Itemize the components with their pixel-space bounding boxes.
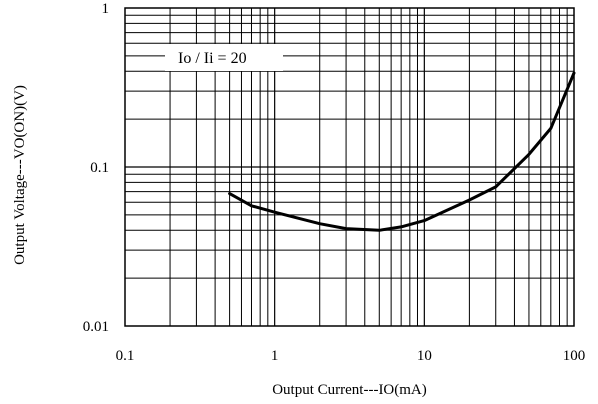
x-axis-label: Output Current---IO(mA) — [272, 382, 427, 398]
x-tick-label: 10 — [417, 348, 432, 364]
y-tick-label: 1 — [102, 1, 110, 17]
annotation-background — [165, 44, 283, 71]
y-tick-label: 0.01 — [83, 319, 109, 335]
plot-frame — [124, 7, 575, 327]
annotation: Io / Ii = 20 — [165, 44, 283, 71]
y-tick-label: 0.1 — [90, 160, 109, 176]
series-line — [228, 71, 576, 232]
y-axis-label: Output Voltage---VO(ON)(V) — [12, 85, 28, 265]
x-tick-label: 100 — [563, 348, 586, 364]
x-tick-label: 1 — [271, 348, 279, 364]
annotation-label: Io / Ii = 20 — [178, 50, 247, 67]
x-tick-label: 0.1 — [116, 348, 135, 364]
